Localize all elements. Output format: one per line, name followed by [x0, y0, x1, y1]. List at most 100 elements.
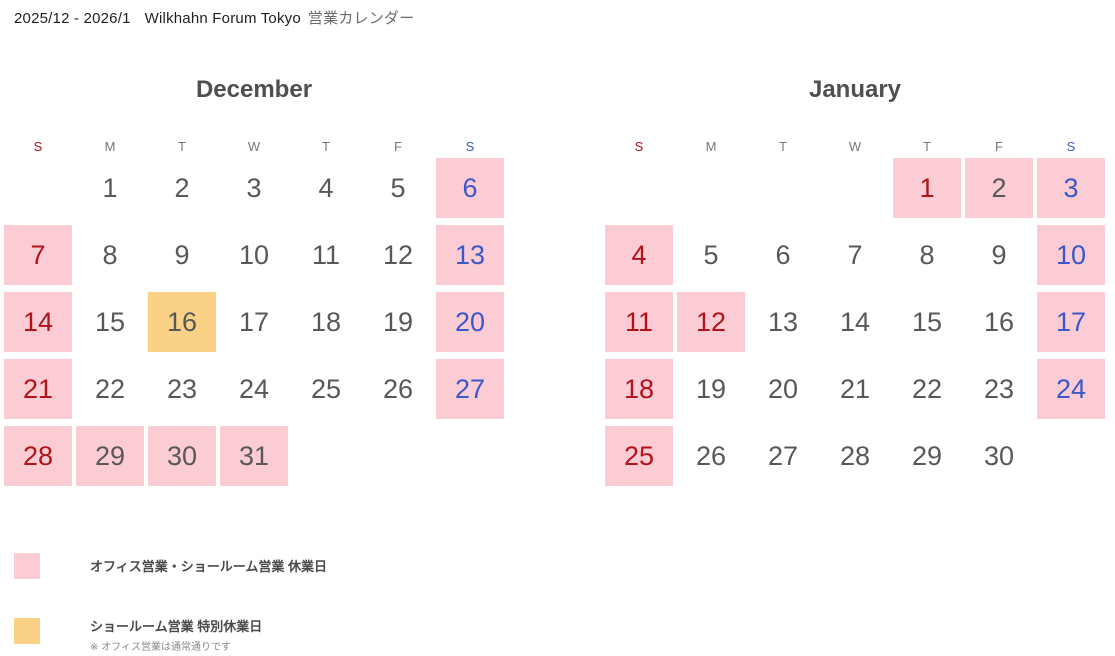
day-cell: 28 — [839, 440, 871, 471]
day-cell: 14 — [839, 306, 871, 337]
day-cell: 17 — [238, 306, 270, 337]
weekday-label: F — [995, 139, 1003, 154]
weekday-label: S — [1066, 139, 1076, 154]
day-cell: 30 — [148, 426, 216, 486]
weekday-label: S — [33, 139, 43, 154]
day-cell: 21 — [839, 373, 871, 404]
weekday-label: T — [322, 139, 330, 154]
day-cell: 27 — [436, 359, 504, 419]
day-cell: 26 — [382, 373, 414, 404]
empty-cell — [292, 426, 360, 486]
day-cell: 12 — [382, 239, 414, 270]
empty-cell — [4, 158, 72, 218]
day-cell: 29 — [76, 426, 144, 486]
day-cell: 31 — [220, 426, 288, 486]
day-cell: 1 — [102, 172, 118, 203]
day-cell: 14 — [4, 292, 72, 352]
day-cell: 3 — [1037, 158, 1105, 218]
day-cell: 6 — [775, 239, 791, 270]
day-cell: 3 — [246, 172, 262, 203]
weekday-label: S — [634, 139, 644, 154]
day-cell: 7 — [847, 239, 863, 270]
day-cell: 15 — [911, 306, 943, 337]
day-cell: 21 — [4, 359, 72, 419]
day-cell: 28 — [4, 426, 72, 486]
day-cell: 22 — [94, 373, 126, 404]
day-cell: 13 — [767, 306, 799, 337]
day-cell: 6 — [436, 158, 504, 218]
day-cell: 22 — [911, 373, 943, 404]
legend-item-closed: オフィス営業・ショールーム営業 休業日 — [14, 553, 327, 579]
empty-cell — [821, 158, 889, 218]
day-cell: 20 — [767, 373, 799, 404]
day-cell: 2 — [174, 172, 190, 203]
day-cell: 24 — [1037, 359, 1105, 419]
day-cell: 24 — [238, 373, 270, 404]
day-cell: 18 — [605, 359, 673, 419]
weekday-label: W — [247, 139, 261, 154]
day-cell: 4 — [318, 172, 334, 203]
day-cell: 26 — [695, 440, 727, 471]
title-suffix: 営業カレンダー — [307, 10, 415, 27]
day-cell: 11 — [311, 239, 341, 270]
weekday-label: M — [705, 139, 717, 154]
weekday-label: W — [848, 139, 862, 154]
day-cell: 15 — [94, 306, 126, 337]
page-title: 2025/12 - 2026/1 Wilkhahn Forum Tokyo 営業カレ… — [14, 7, 414, 28]
day-cell: 5 — [390, 172, 406, 203]
legend-label-closed: オフィス営業・ショールーム営業 休業日 — [90, 558, 327, 574]
legend-label-special: ショールーム営業 特別休業日 — [90, 619, 263, 634]
empty-cell — [677, 158, 745, 218]
legend-swatch-special — [14, 618, 40, 644]
day-cell: 2 — [965, 158, 1033, 218]
day-cell: 17 — [1037, 292, 1105, 352]
day-cell: 30 — [983, 440, 1015, 471]
weekday-label: T — [178, 139, 186, 154]
empty-cell — [1037, 426, 1105, 486]
day-cell: 4 — [605, 225, 673, 285]
empty-cell — [364, 426, 432, 486]
day-cell: 11 — [605, 292, 673, 352]
day-cell: 25 — [310, 373, 342, 404]
month-title-january: January — [808, 76, 902, 103]
day-cell: 10 — [1037, 225, 1105, 285]
day-cell: 16 — [983, 306, 1015, 337]
day-cell: 16 — [148, 292, 216, 352]
weekday-label: T — [779, 139, 787, 154]
day-cell: 19 — [695, 373, 727, 404]
legend-item-special: ショールーム営業 特別休業日 ※ オフィス営業は通常通りです — [14, 618, 262, 653]
day-cell: 5 — [703, 239, 719, 270]
day-grid: 1 2 3 4 5 6 7 8 9 10 11 12 13 14 15 16 17 18 19 20 21 22 23 24 2… — [605, 158, 1105, 486]
empty-cell — [605, 158, 673, 218]
legend-swatch-closed — [14, 553, 40, 579]
legend-note-special: ※ オフィス営業は通常通りです — [90, 642, 231, 653]
day-cell: 10 — [238, 239, 270, 270]
empty-cell — [749, 158, 817, 218]
day-cell: 7 — [4, 225, 72, 285]
day-cell: 9 — [991, 239, 1007, 270]
weekday-label: T — [923, 139, 931, 154]
day-cell: 13 — [436, 225, 504, 285]
title-site-name: Wilkhahn Forum Tokyo — [144, 10, 301, 27]
day-cell: 12 — [677, 292, 745, 352]
weekday-label: F — [394, 139, 402, 154]
day-cell: 23 — [983, 373, 1015, 404]
empty-cell — [436, 426, 504, 486]
day-cell: 8 — [102, 239, 118, 270]
day-cell: 25 — [605, 426, 673, 486]
weekday-label: M — [104, 139, 116, 154]
day-cell: 19 — [382, 306, 414, 337]
day-cell: 1 — [893, 158, 961, 218]
day-cell: 27 — [767, 440, 799, 471]
day-cell: 23 — [166, 373, 198, 404]
title-date-range: 2025/12 - 2026/1 — [14, 10, 131, 27]
month-title-december: December — [195, 76, 313, 103]
day-grid: 1 2 3 4 5 6 7 8 9 10 11 12 13 14 15 16 17 18 19 20 21 22 23 24 2… — [4, 158, 504, 486]
weekday-label: S — [465, 139, 475, 154]
day-cell: 20 — [436, 292, 504, 352]
